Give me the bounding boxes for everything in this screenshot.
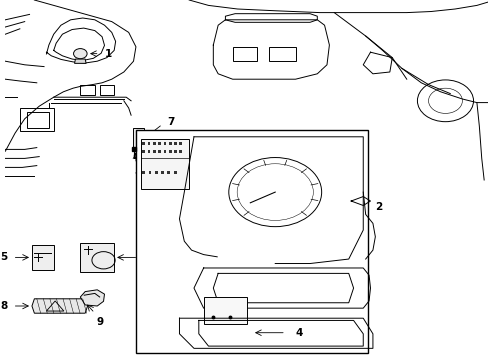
Text: 8: 8 (0, 301, 8, 311)
Bar (179, 150, 182, 153)
Text: 1: 1 (104, 49, 112, 59)
Bar (158, 150, 161, 153)
Text: 2: 2 (375, 202, 382, 212)
Bar (168, 142, 171, 145)
Polygon shape (80, 290, 104, 306)
Text: 9: 9 (96, 317, 103, 327)
Bar (147, 150, 150, 153)
Bar (142, 142, 145, 145)
Bar (148, 171, 151, 174)
Polygon shape (203, 297, 246, 324)
Bar (142, 150, 145, 153)
Bar (168, 150, 171, 153)
Text: 4: 4 (295, 328, 302, 338)
Bar (174, 142, 177, 145)
Bar (147, 142, 150, 145)
Polygon shape (32, 299, 87, 313)
Polygon shape (80, 243, 114, 272)
Bar (161, 171, 163, 174)
Polygon shape (141, 139, 189, 189)
Polygon shape (74, 59, 86, 63)
Bar (153, 150, 156, 153)
Text: 6: 6 (143, 252, 150, 262)
Polygon shape (132, 128, 144, 151)
FancyBboxPatch shape (136, 130, 367, 353)
Bar (179, 142, 182, 145)
Bar (167, 171, 170, 174)
Bar (173, 171, 176, 174)
Bar (163, 142, 166, 145)
Bar (163, 150, 166, 153)
Bar (142, 171, 145, 174)
Circle shape (73, 49, 87, 59)
Bar (158, 142, 161, 145)
Text: 5: 5 (0, 252, 8, 262)
Polygon shape (32, 245, 54, 270)
Text: 7: 7 (167, 117, 174, 127)
Bar (153, 142, 156, 145)
Bar (155, 171, 158, 174)
Text: 3: 3 (135, 166, 142, 176)
Bar (174, 150, 177, 153)
